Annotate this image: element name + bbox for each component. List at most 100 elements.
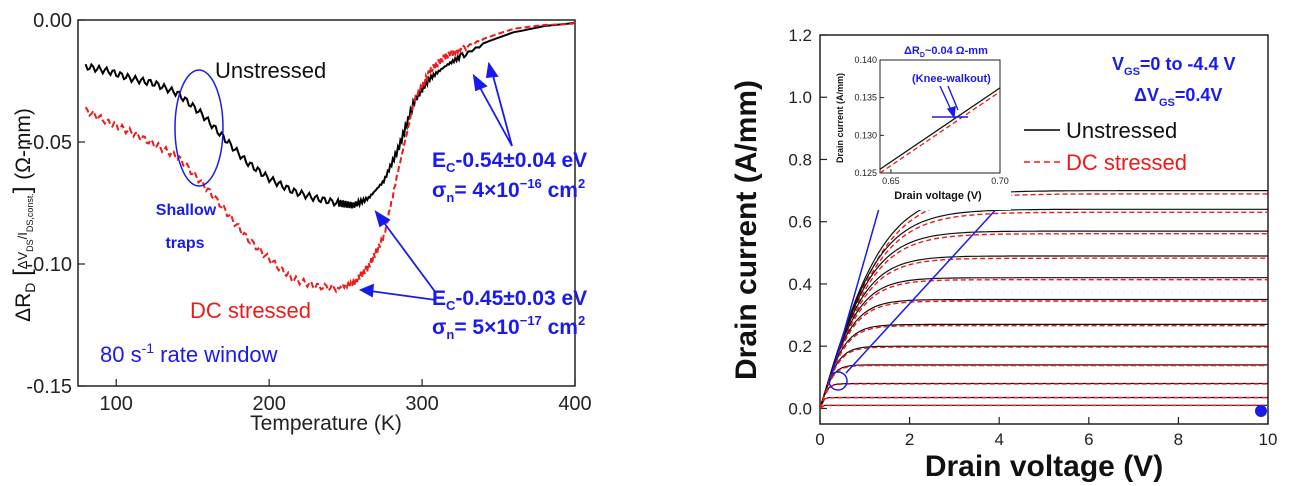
iv-curve-unstressed (820, 364, 1268, 409)
iv-curve-unstressed (820, 190, 1268, 409)
label-vgs-range: VGS=0 to -4.4 V (1112, 54, 1235, 78)
right-series-layer (820, 190, 1268, 409)
zoom-connector-left (831, 204, 881, 375)
endpoint-marker (1255, 405, 1267, 417)
iv-curve-unstressed (820, 208, 1268, 409)
right-y-tick-label: 1.0 (788, 88, 812, 107)
left-x-tick-label: 300 (405, 393, 438, 415)
iv-curve-dc-stressed (820, 279, 1268, 409)
right-y-tick-label: 0.0 (788, 399, 812, 418)
inset-y-tick-label: 0.135 (854, 93, 877, 103)
inset-title: ΔRD~0.04 Ω-mm (904, 45, 988, 59)
right-y-tick-label: 1.2 (788, 26, 812, 45)
iv-curve-dc-stressed (820, 404, 1268, 409)
right-y-tick-label: 0.4 (788, 275, 812, 294)
inset-note: (Knee-walkout) (912, 73, 991, 85)
iv-curve-dc-stressed (820, 232, 1268, 409)
inset-x-tick-label: 0.70 (991, 176, 1009, 186)
iv-curve-unstressed (820, 255, 1268, 409)
iv-curve-dc-stressed (820, 193, 1268, 409)
iv-curve-dc-stressed (820, 257, 1268, 409)
left-x-tick-label: 200 (252, 393, 285, 415)
shallow-traps-ellipse (174, 69, 224, 187)
right-x-axis-label: Drain voltage (V) (925, 450, 1163, 483)
zoom-ellipse (828, 371, 848, 391)
right-y-tick-label: 0.2 (788, 337, 812, 356)
right-x-tick-label: 2 (905, 430, 914, 449)
label-vgs-step: ΔVGS=0.4V (1134, 85, 1222, 109)
inset-arrow (932, 85, 968, 119)
left-series-dc-stressed (84, 21, 575, 294)
legend-label-unstressed: Unstressed (1066, 118, 1177, 143)
iv-curve-dc-stressed (820, 364, 1268, 409)
right-y-tick-label: 0.8 (788, 150, 812, 169)
inset-x-tick-label: 0.65 (882, 176, 900, 186)
left-y-sub-ds: DS (25, 239, 35, 252)
left-x-axis-label: Temperature (K) (250, 412, 402, 435)
trap1-arrows (472, 61, 513, 147)
inset-unstressed-line (879, 87, 1001, 170)
right-axes-ticks: 0 2 4 6 8 10 0.0 0.2 0.4 0.6 0.8 1.0 1.2 (788, 26, 1277, 449)
left-y-delta-r: ΔR (12, 293, 35, 322)
inset-y-tick-label: 0.140 (854, 55, 877, 65)
left-y-delta-v: ΔV (15, 252, 30, 270)
legend-label-dc-stressed: DC stressed (1066, 150, 1187, 175)
label-shallow-traps-1: Shallow (156, 202, 217, 219)
label-unstressed: Unstressed (215, 58, 326, 83)
iv-curve-dc-stressed (820, 325, 1268, 409)
right-y-axis-label: Drain current (A/mm) (730, 80, 763, 380)
iv-curve-dc-stressed (820, 397, 1268, 409)
left-y-tick-label: -0.05 (26, 132, 72, 154)
inset-x-label: Drain voltage (V) (894, 190, 982, 202)
iv-curve-unstressed (820, 323, 1268, 409)
label-trap2-energy: EC-0.45±0.03 eV (432, 287, 587, 313)
inset-stressed-line (879, 91, 1001, 174)
inset-lines (879, 87, 1001, 174)
right-x-tick-label: 8 (1174, 430, 1183, 449)
inset-ticks: 0.65 0.70 0.125 0.130 0.135 0.140 (854, 55, 1008, 186)
iv-curve-dc-stressed (820, 211, 1268, 409)
iv-curve-dc-stressed (820, 300, 1268, 409)
left-series-layer (84, 21, 575, 294)
inset-y-tick-label: 0.125 (854, 168, 877, 178)
left-y-unit: (Ω-mm) (12, 108, 35, 180)
left-axes-ticks: 100 200 300 400 0.00 -0.05 -0.10 -0.15 (26, 10, 591, 415)
inset-frame (879, 59, 1001, 174)
iv-curve-unstressed (820, 345, 1268, 409)
label-trap2-sigma: σn= 5×10−17 cm2 (432, 313, 585, 342)
left-y-axis-label: ΔRD [ΔVDS/IDS,const.] (Ω-mm) (9, 108, 38, 322)
left-series-unstressed (84, 21, 575, 209)
label-dc-stressed: DC stressed (190, 298, 311, 323)
label-trap1-sigma: σn= 4×10−16 cm2 (432, 176, 585, 205)
right-x-tick-label: 10 (1259, 430, 1278, 449)
left-y-sub-d: D (22, 283, 38, 293)
right-legend: Unstressed DC stressed (1024, 118, 1187, 175)
left-y-tick-label: -0.10 (26, 254, 72, 276)
left-x-tick-label: 400 (558, 393, 591, 415)
iv-curve-unstressed (820, 382, 1268, 409)
left-y-tick-label: -0.15 (26, 376, 72, 398)
iv-curve-dc-stressed (820, 383, 1268, 409)
iv-curve-unstressed (820, 277, 1268, 409)
right-x-tick-label: 0 (815, 430, 824, 449)
right-x-tick-label: 4 (994, 430, 1003, 449)
iv-curve-unstressed (820, 396, 1268, 409)
left-y-slash-i: /I (15, 232, 30, 239)
right-chart: 0 2 4 6 8 10 0.0 0.2 0.4 0.6 0.8 1.0 1.2 Drain volta… (730, 26, 1277, 483)
right-plot-frame (819, 34, 1269, 425)
label-rate-window: 80 s-1 rate window (100, 340, 278, 367)
label-shallow-traps-2: traps (165, 235, 204, 252)
left-chart: 100 200 300 400 0.00 -0.05 -0.10 -0.15 Temperat… (9, 10, 592, 435)
iv-curve-unstressed (820, 298, 1268, 409)
label-trap1-energy: EC-0.54±0.04 eV (432, 149, 587, 175)
left-plot-frame (77, 19, 576, 387)
right-y-tick-label: 0.6 (788, 213, 812, 232)
zoom-connector-right (845, 204, 1001, 374)
inset: 0.65 0.70 0.125 0.130 0.135 0.140 ΔRD~0.04 Ω-… (829, 40, 1011, 210)
trap2-arrows (358, 210, 437, 301)
inset-y-tick-label: 0.130 (854, 130, 877, 140)
iv-curve-unstressed (820, 230, 1268, 409)
left-y-sub-dsconst: DS,const. (25, 193, 35, 232)
left-y-tick-label: 0.00 (33, 10, 72, 32)
